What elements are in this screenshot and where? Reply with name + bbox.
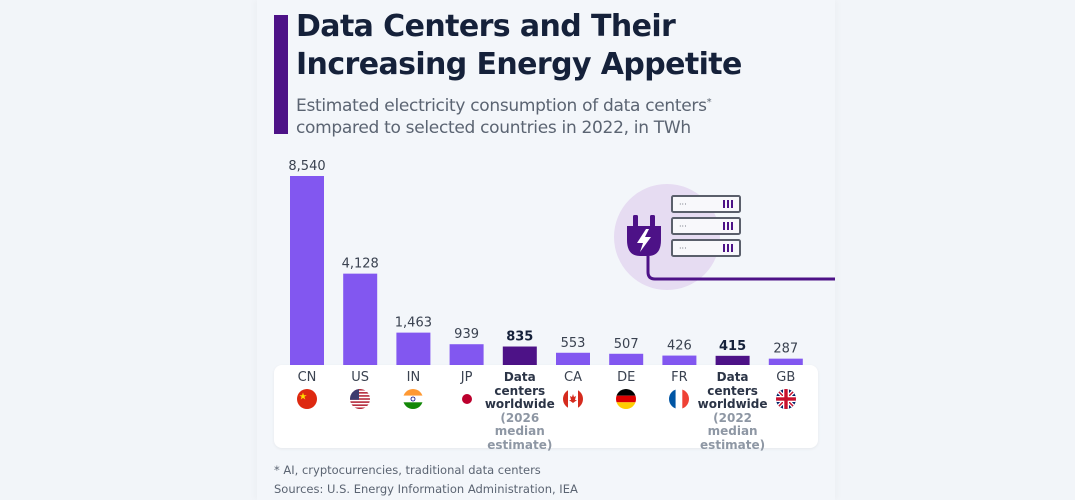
japan-flag-icon [456,389,477,409]
category-label-data-centers-2026: Data centers worldwide (2026 median estimate… [475,370,565,452]
subtitle-asterisk: * [706,97,712,108]
title-line-1: Data Centers and Their [296,9,676,44]
category-label-gb: GB [776,370,796,385]
value-label-7: 507 [614,337,639,352]
chart-subtitle: Estimated electricity consumption of dat… [296,92,712,139]
bar-6 [556,352,590,365]
subtitle-line-1: Estimated electricity consumption of dat… [296,96,707,116]
bar-4 [449,344,484,365]
value-label-6: 553 [561,336,586,351]
category-label-in: IN [406,370,421,385]
bar-1 [290,176,324,365]
title-accent-bar [274,15,288,134]
bar-10 [768,358,803,365]
india-flag-icon [403,389,424,409]
value-label-1: 8,540 [288,159,325,174]
germany-flag-icon [616,389,637,409]
bar-9 [715,355,750,365]
bar-3 [396,332,431,365]
value-label-9: 415 [719,339,746,354]
bar-7 [609,353,644,365]
footnote: * AI, cryptocurrencies, traditional data… [274,463,541,477]
value-label-2: 4,128 [342,257,379,272]
category-label-fr: FR [671,370,688,385]
value-label-3: 1,463 [395,316,432,331]
usa-flag-icon [350,389,371,409]
value-label-8: 426 [667,339,692,354]
category-label-us: US [351,370,370,385]
bar-8 [662,355,697,365]
subtitle-line-2: compared to selected countries in 2022, … [296,118,691,138]
category-label-cn: CN [297,370,317,385]
sources: Sources: U.S. Energy Information Adminis… [274,482,578,496]
bar-2 [343,273,378,365]
category-label-ca: CA [564,370,582,385]
value-label-4: 939 [454,327,479,342]
category-label-jp: JP [460,370,473,385]
france-flag-icon [669,389,690,409]
estimate-note: (2026 median [494,410,545,438]
estimate-note: estimate) [700,437,766,452]
title-line-2: Increasing Energy Appetite [296,47,742,82]
canada-flag-icon [563,389,583,409]
bar-5 [502,346,537,365]
category-label-de: DE [617,370,636,385]
category-label-data-centers-2022: Data centers worldwide (2022 median estimate… [688,370,778,452]
value-label-5: 835 [506,330,533,345]
china-flag-icon [297,389,317,409]
chart-title: Data Centers and Their Increasing Energy … [296,8,742,84]
estimate-note: estimate) [487,437,553,452]
estimate-note: (2022 median [707,410,758,438]
uk-flag-icon [775,389,796,409]
value-label-10: 287 [773,342,798,357]
